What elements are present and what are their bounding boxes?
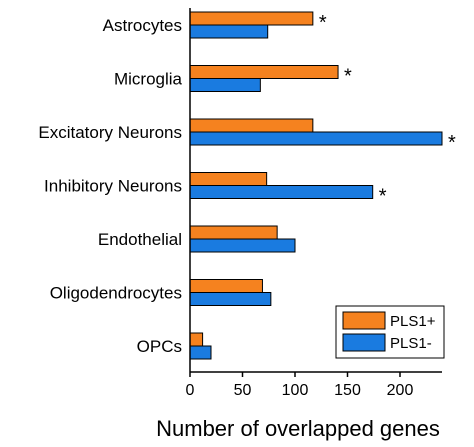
significance-star: * <box>319 12 327 34</box>
legend: PLS1+ PLS1- <box>335 305 445 359</box>
significance-star: * <box>344 66 352 88</box>
bar-opcs-pls1-plus <box>189 332 204 347</box>
bar-inhibitory-neurons-pls1-plus <box>189 172 268 186</box>
x-ticks: 0 50 100 150 200 <box>186 372 414 399</box>
category-label: Oligodendrocytes <box>50 284 182 303</box>
category-label: OPCs <box>137 337 182 356</box>
x-tick-label: 50 <box>234 382 252 399</box>
x-tick-label: 0 <box>186 382 195 399</box>
category-label: Microglia <box>114 70 183 89</box>
legend-label-pls1-minus: PLS1- <box>390 335 432 352</box>
category-labels: Astrocytes Microglia Excitatory Neurons Inh… <box>38 16 182 356</box>
bar-microglia-pls1-minus <box>189 78 261 92</box>
x-tick-label: 200 <box>387 382 414 399</box>
bar-opcs-pls1-minus <box>189 345 212 360</box>
category-label: Excitatory Neurons <box>38 123 182 142</box>
bar-oligodendrocytes-pls1-minus <box>189 292 272 306</box>
significance-star: * <box>448 132 456 154</box>
category-label: Endothelial <box>98 230 182 249</box>
bar-endothelial-pls1-minus <box>189 238 296 253</box>
category-label: Inhibitory Neurons <box>44 177 182 196</box>
significance-star: * <box>379 186 387 208</box>
legend-swatch-pls1-plus <box>342 311 386 330</box>
bar-microglia-pls1-plus <box>189 65 339 79</box>
legend-label-pls1-plus: PLS1+ <box>390 313 436 330</box>
bar-excitatory-neurons-pls1-plus <box>189 118 314 133</box>
bar-inhibitory-neurons-pls1-minus <box>189 185 374 199</box>
bar-astrocytes-pls1-plus <box>189 11 314 26</box>
bar-excitatory-neurons-pls1-minus <box>189 131 443 146</box>
legend-swatch-pls1-minus <box>342 333 386 352</box>
x-tick-label: 150 <box>334 382 361 399</box>
x-tick-label: 100 <box>282 382 309 399</box>
bar-astrocytes-pls1-minus <box>189 24 269 39</box>
category-label: Astrocytes <box>103 16 182 35</box>
bar-endothelial-pls1-plus <box>189 225 278 240</box>
bar-oligodendrocytes-pls1-plus <box>189 279 263 293</box>
significance-marks: * * * * <box>319 12 456 208</box>
x-axis-title: Number of overlapped genes <box>156 416 440 441</box>
